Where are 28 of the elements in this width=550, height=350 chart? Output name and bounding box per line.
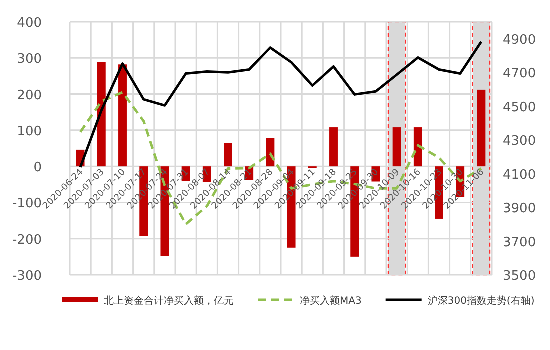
- y2-tick-label: 4700: [503, 66, 536, 82]
- bar: [97, 62, 106, 167]
- bar: [118, 64, 127, 167]
- bar: [224, 143, 232, 167]
- y-tick-label: -300: [12, 269, 42, 284]
- y2-tick-label: 4500: [503, 100, 536, 116]
- bar: [477, 90, 486, 167]
- y-tick-label: 400: [17, 16, 42, 31]
- legend-label: 北上资金合计净买入额，亿元: [104, 295, 234, 307]
- y2-tick-label: 3700: [503, 235, 536, 250]
- bar: [330, 128, 338, 167]
- legend-label: 沪深300指数走势(右轴): [428, 295, 535, 307]
- bar: [266, 138, 275, 167]
- y-tick-label: 300: [17, 52, 42, 68]
- line-series: [79, 40, 483, 169]
- y-tick-label: 0: [34, 160, 42, 176]
- y-tick-label: 100: [17, 124, 42, 140]
- y-tick-label: -100: [12, 196, 42, 212]
- y2-tick-label: 3900: [503, 202, 536, 217]
- y2-tick-label: 3500: [503, 269, 536, 284]
- bar: [414, 128, 422, 167]
- bar: [392, 128, 402, 167]
- y2-tick-label: 4900: [503, 32, 536, 48]
- y2-tick-label: 4300: [503, 134, 536, 150]
- legend-label: 净买入额MA3: [300, 295, 362, 307]
- y-tick-label: -200: [12, 232, 42, 248]
- y2-tick-label: 4100: [503, 168, 536, 183]
- y-tick-label: 200: [17, 88, 42, 104]
